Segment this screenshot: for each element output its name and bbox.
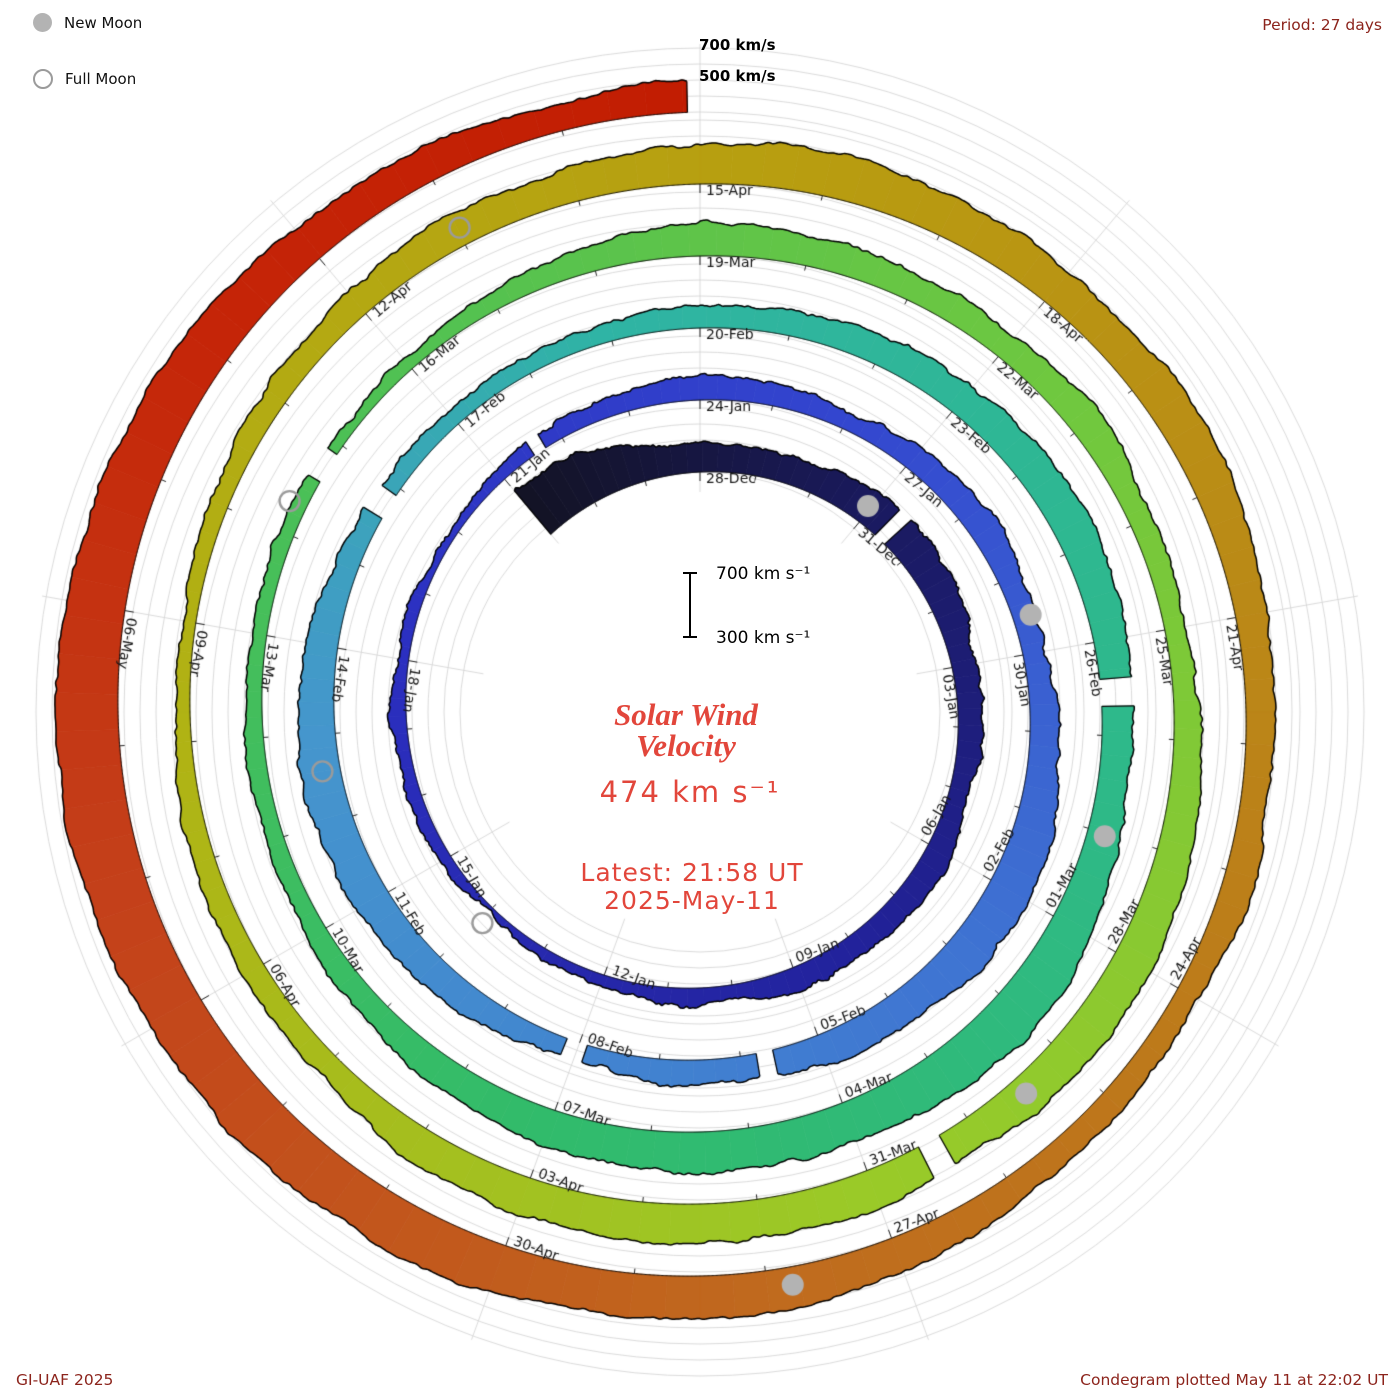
period-label: Period: 27 days [1262,16,1382,34]
latest-date-line: 2025-May-11 [604,886,780,915]
full-moon-icon [33,69,53,89]
chart-title-line1: Solar Wind [614,697,758,732]
chart-title: Solar Wind Velocity [614,699,758,761]
legend-new-moon-label: New Moon [64,13,143,32]
legend-full-moon: Full Moon [33,69,136,89]
latest-timestamp: Latest: 21:58 UT 2025-May-11 [580,859,803,915]
chart-title-line2: Velocity [636,728,736,763]
velocity-scale-bar [683,572,697,638]
credit-label: GI-UAF 2025 [16,1371,114,1389]
current-velocity-value: 474 km s⁻¹ [599,775,781,809]
scale-300-label: 300 km s⁻¹ [716,628,811,648]
new-moon-icon [33,13,52,32]
legend-new-moon: New Moon [33,13,142,32]
plotted-timestamp: Condegram plotted May 11 at 22:02 UT [1080,1371,1388,1389]
axis-700-label: 700 km/s [699,36,776,54]
latest-time-line: Latest: 21:58 UT [580,858,804,887]
legend-full-moon-label: Full Moon [65,70,137,88]
scale-700-label: 700 km s⁻¹ [716,564,811,584]
axis-500-label: 500 km/s [699,67,776,85]
